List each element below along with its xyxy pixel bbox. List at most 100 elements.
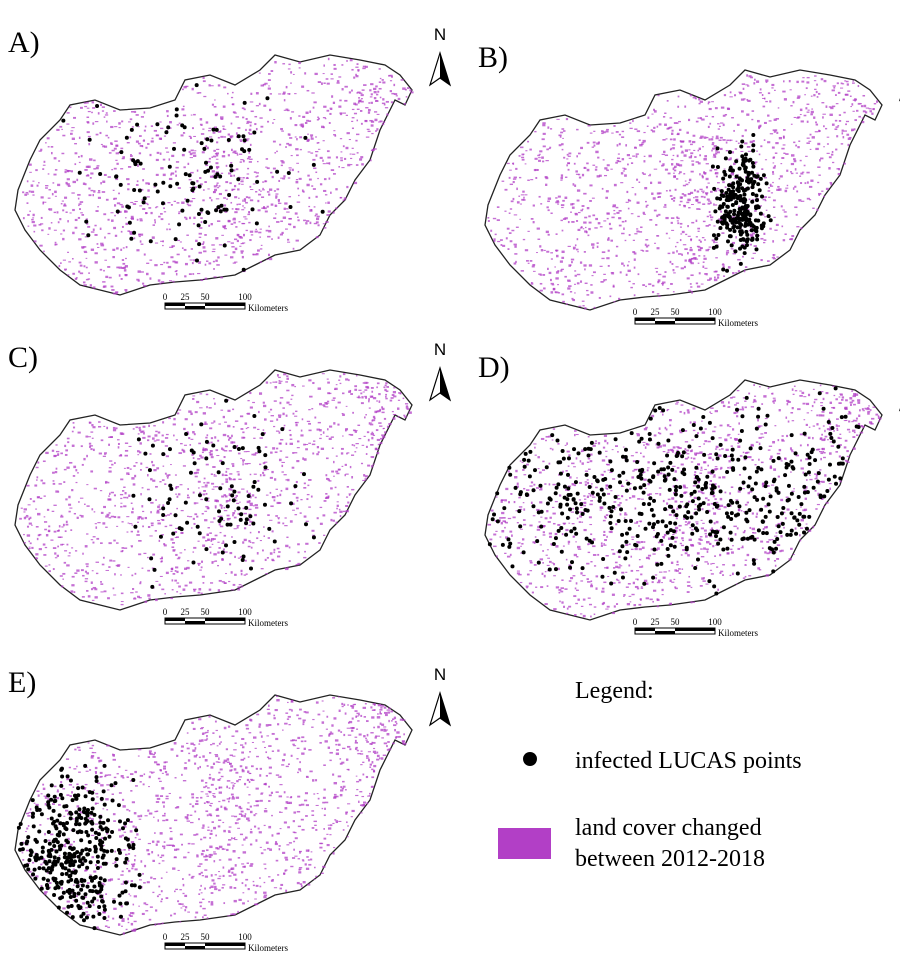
infected-point bbox=[180, 123, 184, 127]
land-change bbox=[35, 169, 38, 171]
land-change bbox=[207, 188, 209, 189]
land-change bbox=[201, 125, 203, 126]
land-change bbox=[297, 563, 300, 565]
land-change bbox=[357, 69, 359, 71]
land-change bbox=[126, 246, 128, 248]
land-change bbox=[233, 111, 236, 113]
land-change bbox=[560, 136, 562, 138]
land-change bbox=[316, 218, 319, 220]
land-change bbox=[69, 552, 71, 554]
land-change bbox=[377, 382, 380, 384]
land-change bbox=[247, 451, 250, 452]
land-change bbox=[238, 198, 240, 199]
land-change bbox=[172, 579, 174, 581]
land-change bbox=[707, 216, 709, 217]
land-change bbox=[646, 250, 649, 252]
land-change bbox=[199, 177, 201, 179]
land-change bbox=[301, 430, 303, 432]
land-change bbox=[702, 580, 705, 582]
land-change bbox=[268, 254, 270, 256]
land-change bbox=[246, 413, 249, 414]
land-change bbox=[210, 539, 212, 541]
land-change bbox=[722, 264, 725, 265]
land-change bbox=[611, 217, 614, 219]
land-change bbox=[184, 549, 186, 550]
land-change bbox=[67, 183, 70, 185]
land-change bbox=[743, 577, 745, 578]
land-change bbox=[90, 470, 93, 472]
land-change bbox=[213, 517, 215, 519]
land-change bbox=[709, 108, 712, 110]
land-change bbox=[193, 523, 195, 525]
land-change bbox=[111, 289, 114, 291]
land-change bbox=[107, 482, 109, 484]
land-change bbox=[317, 216, 320, 218]
land-change bbox=[561, 128, 564, 130]
land-change bbox=[288, 223, 291, 225]
land-change bbox=[187, 203, 189, 205]
land-change bbox=[55, 169, 57, 171]
land-change bbox=[86, 102, 88, 104]
land-change bbox=[595, 218, 598, 220]
land-change bbox=[781, 205, 783, 207]
land-change bbox=[218, 589, 220, 591]
land-change bbox=[760, 259, 762, 261]
land-change bbox=[363, 391, 365, 392]
land-change bbox=[732, 272, 734, 274]
land-change bbox=[850, 96, 852, 97]
land-change bbox=[713, 154, 716, 156]
land-change bbox=[764, 122, 767, 124]
land-change bbox=[220, 118, 223, 120]
land-change bbox=[147, 570, 150, 572]
land-change bbox=[643, 214, 646, 215]
land-change bbox=[256, 253, 259, 255]
land-change bbox=[127, 230, 130, 232]
land-change bbox=[382, 98, 384, 100]
land-change bbox=[88, 595, 91, 597]
land-change bbox=[738, 270, 740, 272]
land-change bbox=[94, 234, 97, 236]
land-change bbox=[205, 540, 207, 541]
land-change bbox=[369, 120, 372, 121]
land-change bbox=[735, 272, 737, 273]
land-change bbox=[206, 464, 209, 466]
land-change bbox=[371, 150, 374, 151]
land-change bbox=[95, 523, 97, 524]
land-change bbox=[133, 598, 136, 600]
land-change bbox=[507, 163, 510, 164]
land-change bbox=[576, 249, 578, 251]
land-change bbox=[862, 121, 865, 123]
land-change bbox=[583, 228, 585, 229]
land-change bbox=[497, 206, 500, 208]
land-change bbox=[632, 539, 634, 540]
land-change bbox=[656, 271, 658, 273]
infected-point bbox=[751, 161, 755, 165]
land-change bbox=[508, 470, 510, 472]
land-change bbox=[216, 154, 218, 156]
land-change bbox=[48, 564, 50, 565]
land-change bbox=[127, 142, 130, 143]
land-change bbox=[141, 116, 144, 118]
land-change bbox=[772, 182, 774, 183]
land-change bbox=[308, 409, 310, 410]
land-change bbox=[289, 404, 292, 405]
land-change bbox=[311, 138, 314, 140]
land-change bbox=[346, 510, 349, 512]
land-change bbox=[144, 253, 146, 255]
land-change bbox=[71, 170, 73, 172]
land-change bbox=[236, 168, 239, 170]
land-change bbox=[100, 490, 102, 491]
land-change bbox=[724, 169, 726, 170]
land-change bbox=[711, 138, 713, 140]
land-change bbox=[340, 383, 342, 384]
land-change bbox=[804, 165, 806, 167]
land-change bbox=[405, 403, 408, 404]
land-change bbox=[308, 430, 311, 432]
land-change bbox=[95, 596, 98, 598]
land-change bbox=[108, 137, 110, 139]
land-change bbox=[593, 142, 596, 144]
infected-point bbox=[728, 175, 732, 179]
land-change bbox=[151, 461, 153, 463]
land-change bbox=[339, 100, 341, 102]
land-change bbox=[838, 92, 841, 94]
